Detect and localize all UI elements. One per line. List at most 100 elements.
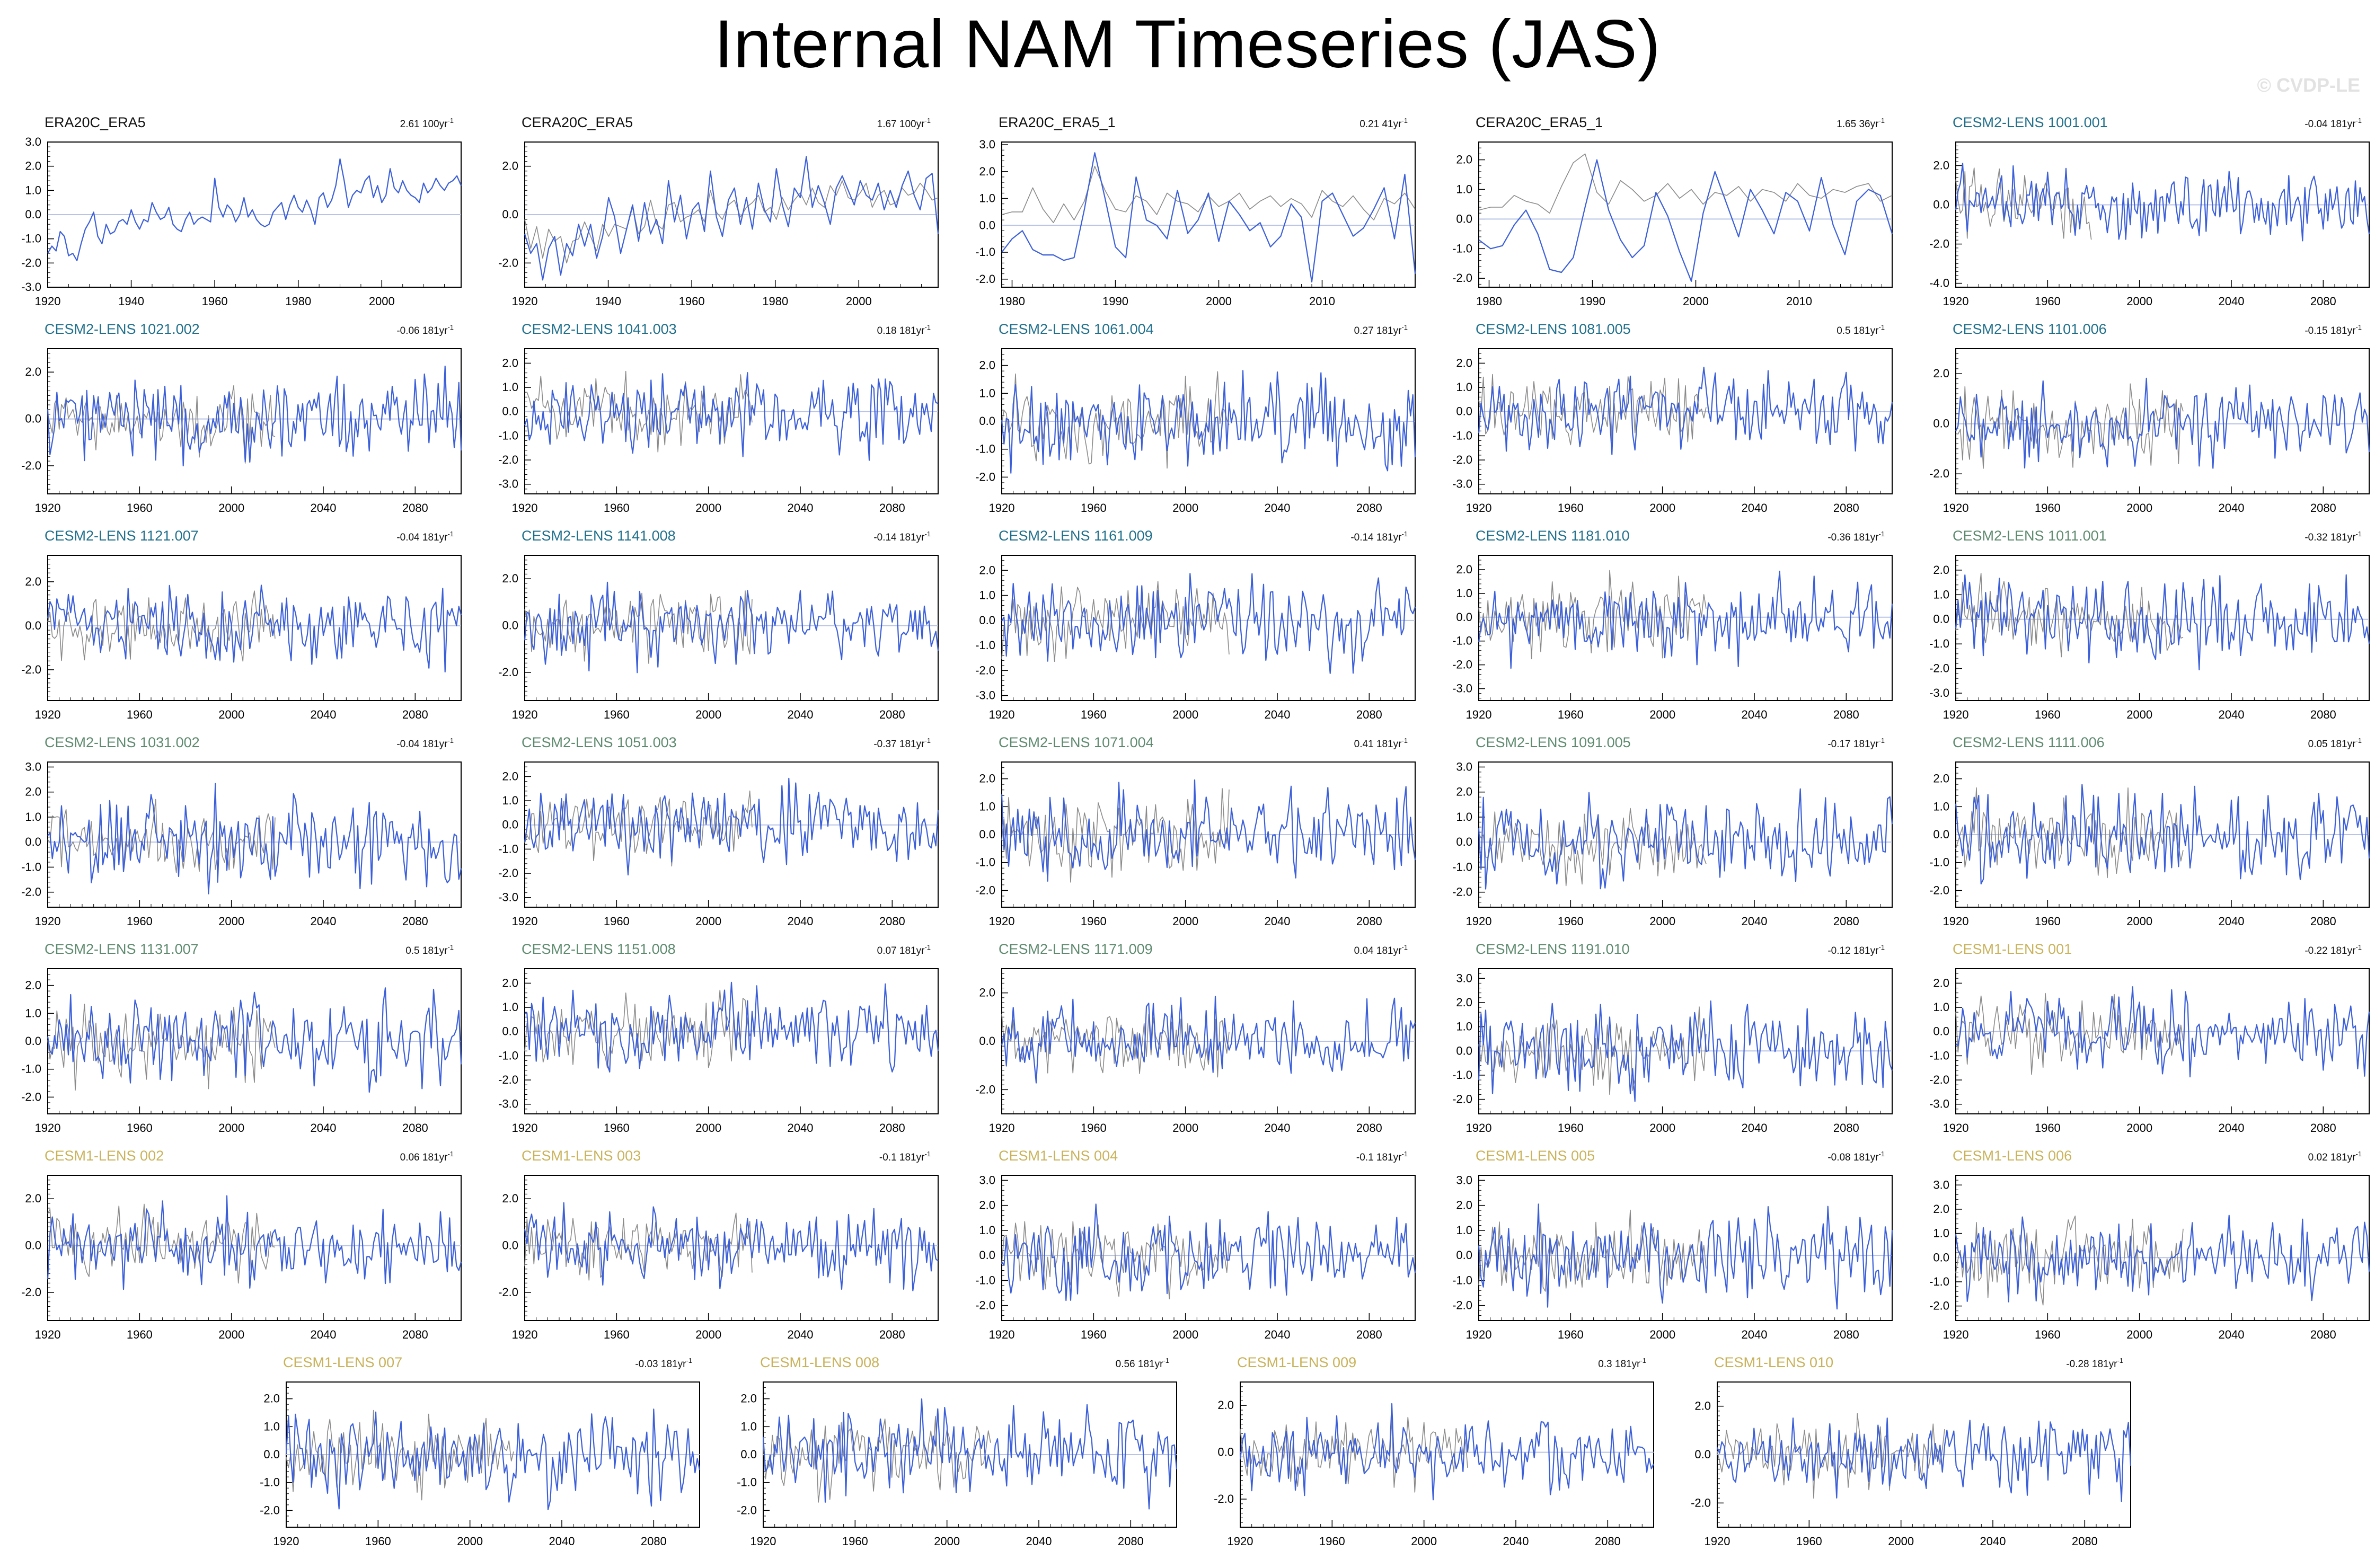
observed-series-line: [524, 370, 753, 453]
y-tick-label: -1.0: [1929, 856, 1949, 869]
x-tick-label: 1960: [1558, 708, 1584, 721]
y-tick-label: 2.0: [502, 976, 518, 989]
x-tick-label: 1960: [1558, 501, 1584, 515]
y-tick-label: -2.0: [1929, 1299, 1949, 1313]
page-title: Internal NAM Timeseries (JAS): [714, 6, 1661, 82]
y-tick-label: 2.0: [1456, 153, 1472, 166]
x-tick-label: 2080: [1833, 1121, 1859, 1135]
y-tick-label: 3.0: [1456, 971, 1472, 985]
x-tick-label: 1960: [679, 295, 705, 308]
nam-panel: CESM1-LENS 001 -0.22 181yr-1 1920 1960 2000 2…: [1929, 941, 2370, 1135]
y-tick-label: -2.0: [260, 1503, 280, 1517]
x-tick-label: 2000: [2126, 915, 2152, 928]
member-series-line: [1001, 152, 1416, 282]
y-tick-label: -2.0: [1929, 883, 1949, 897]
y-tick-label: -2.0: [737, 1503, 757, 1517]
panel-title: CESM1-LENS 005: [1476, 1148, 1595, 1164]
member-series-line: [1478, 570, 1893, 669]
y-tick-label: -1.0: [1452, 242, 1472, 255]
x-tick-label: 2080: [2310, 1121, 2336, 1135]
x-tick-label: 2000: [695, 1328, 721, 1341]
y-tick-label: 1.0: [979, 192, 995, 205]
nam-panel: CESM1-LENS 010 -0.28 181yr-1 1920 1960 2000 2…: [1691, 1354, 2132, 1548]
x-tick-label: 2000: [2126, 1328, 2152, 1341]
x-tick-label: 1960: [1558, 1121, 1584, 1135]
x-tick-label: 1960: [1081, 915, 1107, 928]
y-tick-label: 2.0: [25, 575, 41, 588]
member-series-line: [1478, 1203, 1893, 1310]
y-tick-label: 2.0: [1456, 563, 1472, 576]
panel-title: CESM2-LENS 1041.003: [522, 321, 677, 337]
panel-trend-label: 0.18 181yr-1: [877, 323, 931, 336]
y-tick-label: 0.0: [1456, 610, 1472, 624]
panel-trend-label: -0.08 181yr-1: [1827, 1150, 1885, 1163]
y-tick-label: 1.0: [979, 386, 995, 400]
x-tick-label: 1920: [1705, 1535, 1731, 1548]
x-tick-label: 1920: [1466, 501, 1492, 515]
y-tick-label: 1.0: [502, 380, 518, 394]
panel-trend-label: -0.36 181yr-1: [1827, 530, 1885, 543]
x-tick-label: 2080: [2310, 501, 2336, 515]
nam-panel: CESM1-LENS 007 -0.03 181yr-1 1920 1960 2000 2…: [260, 1354, 701, 1548]
x-tick-label: 1990: [1579, 295, 1605, 308]
x-tick-label: 2080: [1356, 1328, 1382, 1341]
y-tick-label: -1.0: [21, 1062, 41, 1076]
x-tick-label: 2080: [1356, 915, 1382, 928]
observed-series-line: [763, 1415, 991, 1503]
y-tick-label: -1.0: [21, 232, 41, 245]
x-tick-label: 1960: [365, 1535, 391, 1548]
x-tick-label: 1920: [35, 1121, 61, 1135]
y-tick-label: -1.0: [1452, 429, 1472, 442]
y-tick-label: 0.0: [25, 619, 41, 632]
x-tick-label: 2000: [1649, 915, 1675, 928]
y-tick-label: 0.0: [1456, 1044, 1472, 1057]
y-tick-label: 0.0: [1933, 198, 1949, 211]
nam-panel: CESM1-LENS 005 -0.08 181yr-1 1920 1960 2000 2…: [1452, 1148, 1893, 1341]
observed-series-line: [1001, 788, 1230, 883]
x-tick-label: 2080: [879, 915, 905, 928]
x-tick-label: 1920: [512, 708, 538, 721]
y-tick-label: -2.0: [21, 663, 41, 676]
nam-panel: CESM2-LENS 1181.010 -0.36 181yr-1 1920 1960…: [1452, 528, 1893, 721]
y-tick-label: 0.0: [979, 1248, 995, 1262]
x-tick-label: 2080: [879, 1328, 905, 1341]
x-tick-label: 2040: [2219, 1328, 2245, 1341]
observed-series-line: [1955, 573, 2184, 658]
x-tick-label: 1920: [1466, 1328, 1492, 1341]
x-tick-label: 2000: [218, 708, 244, 721]
panel-trend-label: -0.28 181yr-1: [2066, 1357, 2123, 1370]
x-tick-label: 2000: [1649, 708, 1675, 721]
y-tick-label: 1.0: [25, 810, 41, 823]
panel-title: CESM1-LENS 010: [1714, 1354, 1833, 1370]
plot-frame: [1478, 1175, 1893, 1321]
x-tick-label: 2080: [402, 1121, 428, 1135]
x-tick-label: 2000: [1683, 295, 1709, 308]
member-series-line: [47, 1195, 462, 1290]
y-tick-label: 0.0: [1456, 1248, 1472, 1262]
y-tick-label: 0.0: [979, 1034, 995, 1048]
x-tick-label: 2080: [402, 915, 428, 928]
y-tick-label: -2.0: [975, 1299, 995, 1312]
y-tick-label: 2.0: [1694, 1399, 1711, 1413]
nam-panel: CESM2-LENS 1031.002 -0.04 181yr-1 1920 1960…: [21, 734, 462, 928]
x-tick-label: 1960: [604, 915, 630, 928]
member-series-line: [524, 777, 939, 876]
x-tick-label: 2080: [2310, 1328, 2336, 1341]
nam-panel: CESM1-LENS 002 0.06 181yr-1 1920 1960 2000 20…: [21, 1148, 462, 1341]
y-tick-label: -3.0: [1929, 686, 1949, 699]
y-tick-label: 1.0: [1456, 1224, 1472, 1237]
y-tick-label: 0.0: [25, 208, 41, 221]
x-tick-label: 2010: [1786, 295, 1812, 308]
y-tick-label: 3.0: [979, 138, 995, 151]
x-tick-label: 2040: [1026, 1535, 1052, 1548]
y-tick-label: -3.0: [1452, 477, 1472, 491]
member-series-line: [1955, 784, 2370, 885]
x-tick-label: 1960: [2035, 1328, 2061, 1341]
x-tick-label: 1920: [1943, 1121, 1969, 1135]
y-tick-label: -1.0: [1452, 634, 1472, 648]
x-tick-label: 1960: [842, 1535, 868, 1548]
nam-panel: CESM2-LENS 1111.006 0.05 181yr-1 1920 1960 2…: [1929, 734, 2370, 928]
x-tick-label: 2080: [1833, 1328, 1859, 1341]
x-tick-label: 2040: [311, 501, 337, 515]
